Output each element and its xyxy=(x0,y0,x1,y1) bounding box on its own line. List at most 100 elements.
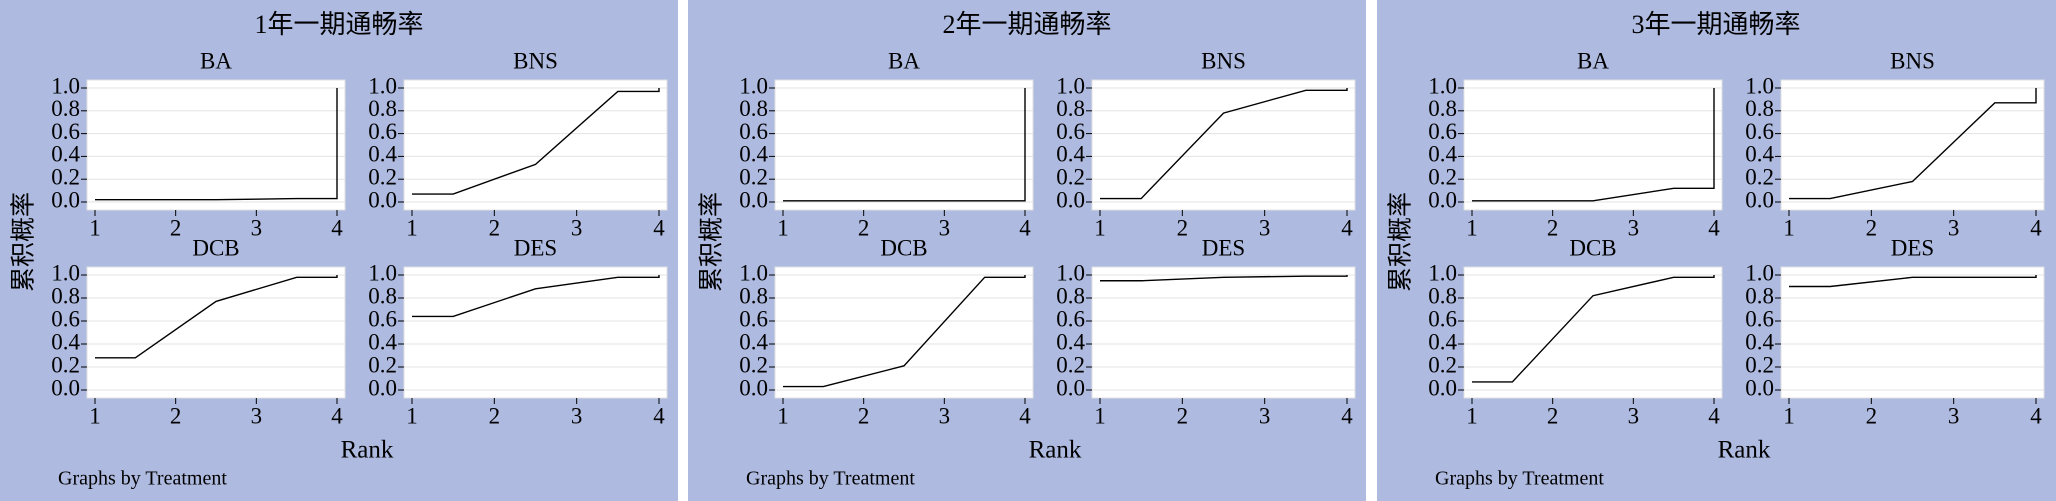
y-tick-label: 0.8 xyxy=(1428,283,1457,308)
y-axis-label: 累积概率 xyxy=(1387,192,1415,292)
y-tick-label: 0.0 xyxy=(368,187,397,212)
x-tick-label: 2 xyxy=(489,403,501,428)
x-tick-label: 3 xyxy=(1948,403,1960,428)
y-tick-label: 0.2 xyxy=(1428,352,1457,377)
y-tick-label: 1.0 xyxy=(739,73,768,98)
chart-title: 3年一期通畅率 xyxy=(1631,10,1800,39)
y-tick-label: 0.6 xyxy=(51,119,80,144)
plot-area xyxy=(86,79,346,211)
y-tick-label: 0.0 xyxy=(1745,375,1774,400)
y-tick-label: 0.0 xyxy=(739,375,768,400)
y-tick-label: 0.2 xyxy=(368,164,397,189)
y-tick-label: 0.4 xyxy=(739,329,768,354)
x-tick-label: 4 xyxy=(1019,403,1031,428)
cumulative-line xyxy=(412,88,660,195)
y-tick-label: 0.6 xyxy=(368,119,397,144)
x-tick-label: 1 xyxy=(406,215,418,240)
subplot-title: BA xyxy=(200,48,232,73)
x-tick-label: 4 xyxy=(1341,215,1353,240)
y-tick-label: 0.8 xyxy=(1745,96,1774,121)
y-tick-label: 0.8 xyxy=(1056,283,1085,308)
y-tick-label: 1.0 xyxy=(51,73,80,98)
y-tick-label: 0.4 xyxy=(1745,329,1774,354)
cumulative-line xyxy=(1100,88,1348,200)
chart-title: 2年一期通畅率 xyxy=(942,10,1111,39)
x-tick-label: 2 xyxy=(1547,403,1559,428)
plot-area xyxy=(403,266,668,399)
y-tick-label: 0.0 xyxy=(1056,187,1085,212)
plot-area xyxy=(774,266,1034,399)
y-tick-label: 1.0 xyxy=(1745,73,1774,98)
x-tick-label: 4 xyxy=(653,215,665,240)
y-tick-label: 0.2 xyxy=(51,164,80,189)
x-tick-label: 3 xyxy=(571,403,583,428)
subplot-title: DES xyxy=(1202,235,1245,260)
x-tick-label: 1 xyxy=(406,403,418,428)
cumulative-line xyxy=(95,88,338,201)
y-tick-label: 1.0 xyxy=(1428,73,1457,98)
x-tick-label: 1 xyxy=(1783,403,1795,428)
cumulative-line xyxy=(1472,275,1715,383)
y-tick-label: 0.6 xyxy=(1428,119,1457,144)
cumulative-line xyxy=(1789,88,2037,200)
subplot-title: BNS xyxy=(513,48,558,73)
y-tick-label: 0.0 xyxy=(1428,375,1457,400)
y-tick-label: 0.2 xyxy=(1428,164,1457,189)
x-tick-label: 3 xyxy=(939,403,951,428)
y-tick-label: 0.4 xyxy=(739,142,768,167)
subplot-title: BNS xyxy=(1890,48,1935,73)
y-tick-label: 0.8 xyxy=(368,283,397,308)
y-tick-label: 0.8 xyxy=(1428,96,1457,121)
y-tick-label: 1.0 xyxy=(368,260,397,285)
y-tick-label: 0.8 xyxy=(51,283,80,308)
y-tick-label: 0.2 xyxy=(368,352,397,377)
y-axis-label: 累积概率 xyxy=(698,192,726,292)
y-tick-label: 0.8 xyxy=(51,96,80,121)
y-tick-label: 1.0 xyxy=(51,260,80,285)
y-tick-label: 0.2 xyxy=(1745,164,1774,189)
x-tick-label: 2 xyxy=(170,403,182,428)
plot-area xyxy=(1780,266,2045,399)
y-tick-label: 0.4 xyxy=(1056,142,1085,167)
subplot-title: DCB xyxy=(192,235,239,260)
x-axis-label: Rank xyxy=(1029,437,1082,464)
y-tick-label: 1.0 xyxy=(1056,73,1085,98)
y-tick-label: 0.2 xyxy=(1056,352,1085,377)
y-tick-label: 0.0 xyxy=(1056,375,1085,400)
subplot-title: BA xyxy=(1577,48,1609,73)
subplot-title: BNS xyxy=(1201,48,1246,73)
plot-area xyxy=(1780,79,2045,211)
x-tick-label: 3 xyxy=(1628,215,1640,240)
plot-area xyxy=(86,266,346,399)
x-tick-label: 1 xyxy=(1466,403,1478,428)
x-tick-label: 3 xyxy=(1259,215,1271,240)
y-tick-label: 0.2 xyxy=(739,352,768,377)
y-tick-label: 0.0 xyxy=(1428,187,1457,212)
x-tick-label: 1 xyxy=(89,403,101,428)
x-axis-label: Rank xyxy=(1718,437,1771,464)
x-tick-label: 1 xyxy=(777,403,789,428)
x-tick-label: 3 xyxy=(1948,215,1960,240)
x-tick-label: 3 xyxy=(1259,403,1271,428)
y-tick-label: 0.4 xyxy=(51,329,80,354)
x-tick-label: 4 xyxy=(2030,215,2042,240)
x-tick-label: 2 xyxy=(1866,403,1878,428)
x-tick-label: 2 xyxy=(858,403,870,428)
x-tick-label: 4 xyxy=(331,403,343,428)
plot-area xyxy=(1463,79,1723,211)
y-axis-label: 累积概率 xyxy=(10,192,38,292)
x-tick-label: 4 xyxy=(1708,403,1720,428)
y-tick-label: 0.8 xyxy=(1056,96,1085,121)
cumulative-line xyxy=(412,275,660,318)
y-tick-label: 0.6 xyxy=(368,306,397,331)
y-tick-label: 0.2 xyxy=(739,164,768,189)
y-tick-label: 1.0 xyxy=(1745,260,1774,285)
y-tick-label: 0.2 xyxy=(51,352,80,377)
y-tick-label: 0.6 xyxy=(51,306,80,331)
y-tick-label: 0.0 xyxy=(368,375,397,400)
subplot-title: DCB xyxy=(1569,235,1616,260)
x-tick-label: 4 xyxy=(1708,215,1720,240)
note: Graphs by Treatment xyxy=(1435,468,1604,490)
cumulative-line xyxy=(1100,275,1348,282)
subplot-title: DES xyxy=(514,235,557,260)
